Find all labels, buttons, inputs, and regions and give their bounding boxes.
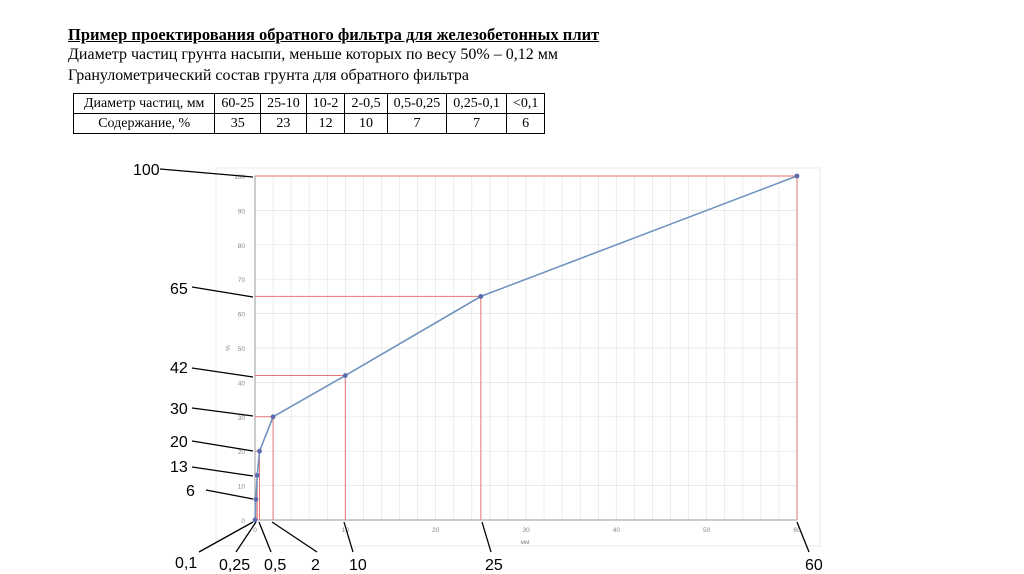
y-axis-label: % bbox=[225, 345, 232, 351]
x-callout-label: 0,1 bbox=[175, 555, 197, 572]
data-point bbox=[794, 173, 800, 179]
y-tick-label: 40 bbox=[238, 380, 246, 387]
data-point bbox=[270, 414, 276, 420]
y-callout-label: 30 bbox=[170, 401, 188, 418]
x-callout-label: 60 bbox=[805, 557, 823, 574]
y-tick-label: 70 bbox=[238, 277, 246, 284]
y-callout-label: 6 bbox=[186, 483, 195, 500]
x-callout-leader bbox=[343, 521, 354, 553]
row-header: Диаметр частиц, мм bbox=[72, 93, 216, 114]
x-callout-label: 0,5 bbox=[264, 557, 286, 574]
y-callout-leader bbox=[205, 489, 254, 500]
y-callout-label: 100 bbox=[133, 162, 160, 179]
y-tick-label: 30 bbox=[238, 415, 246, 422]
table-row: Содержание, % 35 23 12 10 7 7 6 bbox=[72, 113, 546, 134]
particle-diameter-note: Диаметр частиц грунта насыпи, меньше кот… bbox=[68, 46, 558, 63]
x-axis-label: мм bbox=[521, 539, 530, 546]
x-callout-leader bbox=[235, 521, 257, 553]
x-callout-label: 10 bbox=[349, 557, 367, 574]
y-tick-label: 50 bbox=[238, 346, 246, 353]
table-row: Диаметр частиц, мм 60-25 25-10 10-2 2-0,… bbox=[72, 93, 546, 114]
y-callout-label: 65 bbox=[170, 281, 188, 298]
y-callout-leader bbox=[191, 367, 254, 378]
y-tick-label: 100 bbox=[234, 174, 245, 181]
table-cell: <0,1 bbox=[505, 93, 546, 114]
x-callout-leader bbox=[271, 521, 318, 553]
x-callout-leader bbox=[481, 521, 492, 553]
plot-area bbox=[215, 167, 821, 547]
x-callout-leader bbox=[258, 521, 272, 553]
series-line bbox=[254, 175, 798, 521]
x-tick-label: 30 bbox=[522, 527, 530, 534]
y-callout-label: 42 bbox=[170, 360, 188, 377]
y-callout-leader bbox=[191, 440, 254, 452]
data-point bbox=[478, 294, 484, 299]
y-tick-label: 0 bbox=[241, 518, 245, 525]
table-cell: 12 bbox=[305, 113, 346, 134]
y-callout-leader bbox=[191, 466, 254, 477]
granulometry-heading: Гранулометрический состав грунта для обр… bbox=[68, 67, 469, 84]
y-callout-leader bbox=[191, 286, 254, 298]
y-callout-leader bbox=[159, 168, 254, 178]
x-callout-leader bbox=[796, 521, 810, 553]
x-tick-label: 60 bbox=[793, 527, 801, 534]
x-tick-label: 10 bbox=[342, 527, 350, 534]
data-point bbox=[252, 517, 258, 523]
y-tick-label: 90 bbox=[238, 208, 246, 215]
x-callout-label: 2 bbox=[311, 557, 320, 574]
data-point bbox=[257, 448, 262, 454]
table-cell: 23 bbox=[260, 113, 307, 134]
y-callout-label: 20 bbox=[170, 434, 188, 451]
table-cell: 25-10 bbox=[260, 93, 307, 114]
x-callout-label: 0,25 bbox=[219, 557, 250, 574]
table-cell: 6 bbox=[505, 113, 546, 134]
data-point bbox=[342, 373, 348, 378]
x-callout-label: 25 bbox=[485, 557, 503, 574]
x-tick-label: 20 bbox=[432, 527, 440, 534]
table-cell: 7 bbox=[446, 113, 507, 134]
data-point bbox=[254, 472, 260, 478]
data-point bbox=[253, 496, 259, 502]
x-tick-label: 40 bbox=[613, 527, 621, 534]
table-cell: 10 bbox=[344, 113, 388, 134]
x-tick-label: 50 bbox=[703, 527, 711, 534]
y-callout-leader bbox=[191, 407, 254, 417]
granulometric-table: Диаметр частиц, мм 60-25 25-10 10-2 2-0,… bbox=[72, 93, 546, 134]
y-callout-label: 13 bbox=[170, 459, 188, 476]
x-tick-label: 0 bbox=[253, 527, 257, 534]
y-tick-label: 20 bbox=[238, 449, 246, 456]
y-tick-label: 60 bbox=[238, 312, 246, 319]
slide-title: Пример проектирования обратного фильтра … bbox=[68, 25, 600, 44]
y-tick-label: 10 bbox=[238, 484, 246, 491]
y-tick-label: 80 bbox=[238, 243, 246, 250]
x-callout-leader bbox=[198, 521, 254, 553]
table-cell: 10-2 bbox=[305, 93, 346, 114]
row-header: Содержание, % bbox=[72, 113, 216, 134]
